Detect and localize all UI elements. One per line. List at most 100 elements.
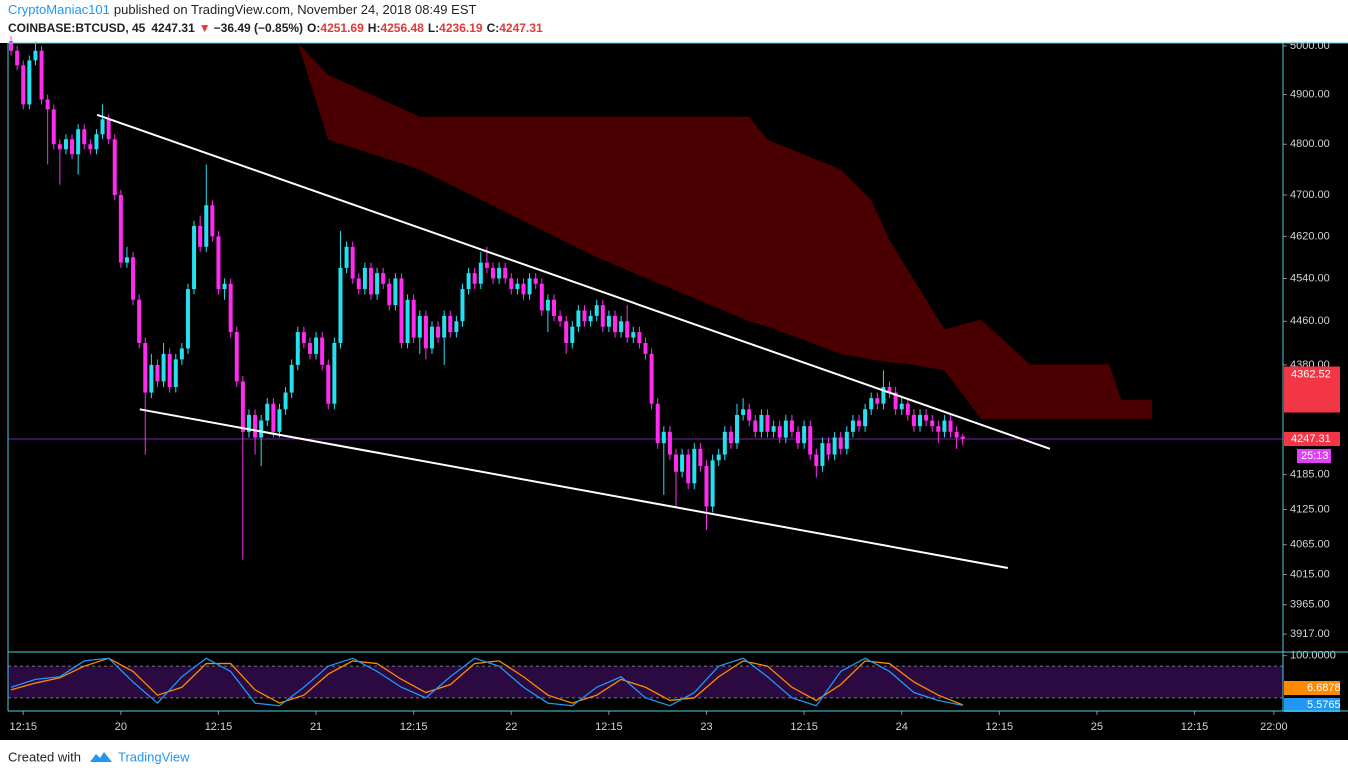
change: −36.49 (−0.85%) — [214, 21, 303, 35]
candle-body — [692, 448, 697, 484]
oscillator-tag — [1284, 681, 1340, 695]
candle-body — [423, 315, 428, 349]
candle-body — [747, 409, 752, 421]
candle-body — [204, 205, 209, 247]
candle-body — [649, 353, 654, 404]
candle-body — [753, 420, 758, 432]
y-tick-label: 4620.00 — [1290, 230, 1330, 242]
arrow: ▼ — [199, 21, 211, 35]
candle-body — [411, 299, 416, 338]
countdown-tag — [1297, 449, 1331, 464]
x-tick-label: 22:00 — [1260, 721, 1288, 733]
candle-body — [51, 109, 56, 145]
candle-body — [869, 398, 874, 410]
candle-body — [631, 332, 636, 338]
candle-body — [655, 403, 660, 444]
x-tick-label: 12:15 — [205, 721, 233, 733]
author[interactable]: CryptoManiac101 — [8, 2, 110, 17]
candle-body — [728, 431, 733, 444]
y-tick-label: 4185.00 — [1290, 469, 1330, 481]
candle-body — [320, 337, 325, 365]
y-tick-label: 4015.00 — [1290, 568, 1330, 580]
candle-body — [45, 99, 50, 110]
candle-body — [192, 225, 197, 290]
candle-body — [551, 299, 556, 316]
candle-body — [314, 337, 319, 354]
candle-body — [393, 278, 398, 306]
candle-body — [960, 436, 965, 440]
x-tick-label: 12:15 — [986, 721, 1014, 733]
candle-body — [436, 326, 441, 338]
candle-body — [173, 359, 178, 387]
candle-body — [881, 386, 886, 404]
candle-body — [558, 315, 563, 322]
candle-body — [570, 326, 575, 343]
y-tick-label: 4460.00 — [1290, 315, 1330, 327]
candle-body — [198, 225, 203, 247]
y-tick-label: 5000.00 — [1290, 40, 1330, 52]
candle-body — [76, 129, 81, 155]
candle-body — [741, 409, 746, 415]
candle-body — [674, 454, 679, 472]
candle-body — [826, 443, 831, 455]
candle-body — [619, 321, 624, 333]
candle-body — [210, 205, 215, 237]
x-tick-label: 21 — [310, 721, 322, 733]
candle-body — [850, 420, 855, 432]
x-tick-label: 25 — [1091, 721, 1103, 733]
candle-body — [594, 305, 599, 316]
candle-body — [954, 431, 959, 438]
oscillator-line — [10, 657, 963, 707]
o-value: 4251.69 — [320, 21, 364, 35]
oscillator-tag-label: 6.6878 — [1307, 682, 1341, 694]
candle-body — [600, 305, 605, 327]
candle-body — [820, 443, 825, 467]
candle-body — [240, 381, 245, 432]
candle-body — [362, 267, 367, 290]
candle-body — [924, 414, 929, 421]
candle-body — [533, 278, 538, 284]
candle-body — [637, 332, 642, 343]
candle-body — [789, 420, 794, 432]
candle-body — [27, 60, 32, 105]
candle-body — [802, 426, 807, 444]
candle-body — [942, 420, 947, 432]
candle-body — [478, 262, 483, 284]
candle-body — [564, 321, 569, 343]
candle-body — [253, 414, 258, 438]
candle-body — [759, 414, 764, 432]
candle-body — [222, 283, 227, 290]
candle-body — [704, 466, 709, 507]
candle-body — [283, 392, 288, 410]
last-price-tag — [1284, 432, 1340, 447]
candle-body — [259, 420, 264, 438]
candle-body — [265, 403, 270, 421]
y-tick-label: 4065.00 — [1290, 539, 1330, 551]
x-tick-label: 20 — [115, 721, 127, 733]
candle-body — [277, 409, 282, 432]
x-tick-label: 12:15 — [790, 721, 818, 733]
candle-body — [936, 426, 941, 432]
candle-body — [838, 437, 843, 449]
candle-body — [484, 262, 489, 268]
candle-body — [783, 420, 788, 438]
candle-body — [796, 431, 801, 444]
candle-body — [466, 273, 471, 290]
y-tick-label: 3917.00 — [1290, 628, 1330, 640]
candle-body — [863, 409, 868, 427]
candle-body — [9, 41, 14, 51]
candle-body — [844, 431, 849, 449]
candle-body — [625, 321, 630, 338]
candle-body — [606, 315, 611, 327]
candle-body — [722, 431, 727, 455]
price: 4247.31 — [151, 21, 195, 35]
candle-body — [661, 431, 666, 444]
c-label: C: — [487, 21, 500, 35]
candle-body — [271, 403, 276, 432]
published: published on TradingView.com, November 2… — [114, 2, 477, 17]
symbol: COINBASE:BTCUSD, 45 — [8, 21, 146, 35]
footer-brand[interactable]: TradingView — [118, 749, 190, 764]
candle-body — [149, 364, 154, 393]
candle-body — [216, 236, 221, 290]
candle-body — [405, 299, 410, 343]
